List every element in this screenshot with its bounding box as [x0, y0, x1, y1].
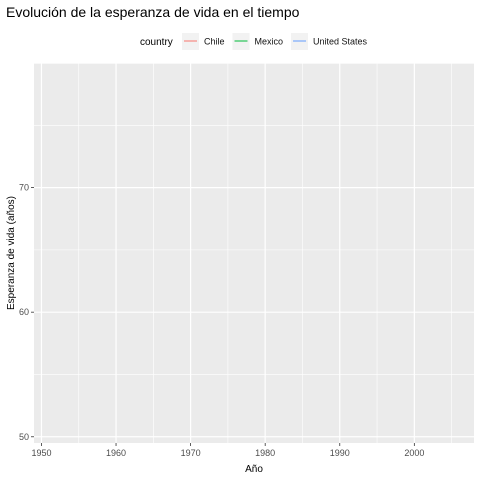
x-tick-label: 2000 — [404, 448, 424, 458]
axes: 1950 1960 1970 1980 1990 2000 50 60 70 — [19, 183, 424, 458]
legend-label: United States — [313, 37, 368, 47]
chart-title: Evolución de la esperanza de vida en el … — [6, 4, 300, 20]
x-tick-label: 1960 — [106, 448, 126, 458]
x-tick-label: 1990 — [330, 448, 350, 458]
y-tick-label: 60 — [19, 307, 29, 317]
legend-label: Mexico — [255, 37, 284, 47]
y-tick-label: 50 — [19, 432, 29, 442]
legend-label: Chile — [204, 37, 225, 47]
x-axis-title: Año — [245, 464, 263, 475]
x-tick-label: 1970 — [181, 448, 201, 458]
x-tick-label: 1980 — [255, 448, 275, 458]
y-axis-title: Esperanza de vida (años) — [6, 196, 17, 310]
plot-panel — [34, 63, 474, 443]
grid — [34, 62, 474, 443]
y-tick-label: 70 — [19, 183, 29, 193]
x-tick-label: 1950 — [31, 448, 51, 458]
legend-title: country — [140, 37, 173, 48]
legend: country Chile Mexico United States — [140, 33, 368, 50]
